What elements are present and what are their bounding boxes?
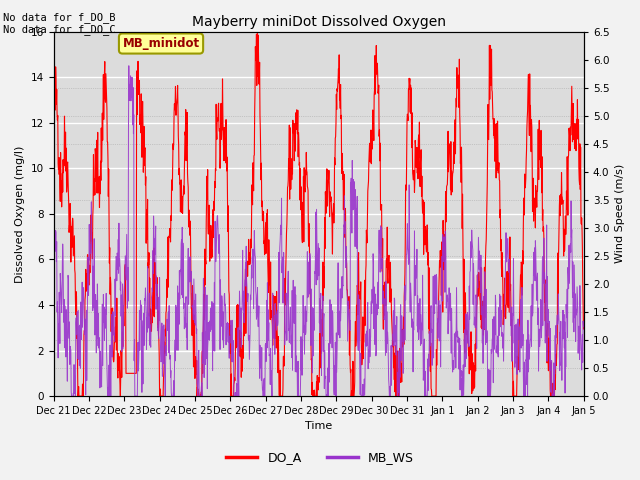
X-axis label: Time: Time [305,421,332,432]
Title: Mayberry miniDot Dissolved Oxygen: Mayberry miniDot Dissolved Oxygen [191,15,445,29]
Y-axis label: Wind Speed (m/s): Wind Speed (m/s) [615,164,625,264]
Text: No data for f_DO_B: No data for f_DO_B [3,12,116,23]
Text: No data for f_DO_C: No data for f_DO_C [3,24,116,35]
Text: MB_minidot: MB_minidot [122,37,200,50]
Legend: DO_A, MB_WS: DO_A, MB_WS [221,446,419,469]
Y-axis label: Dissolved Oxygen (mg/l): Dissolved Oxygen (mg/l) [15,145,25,283]
